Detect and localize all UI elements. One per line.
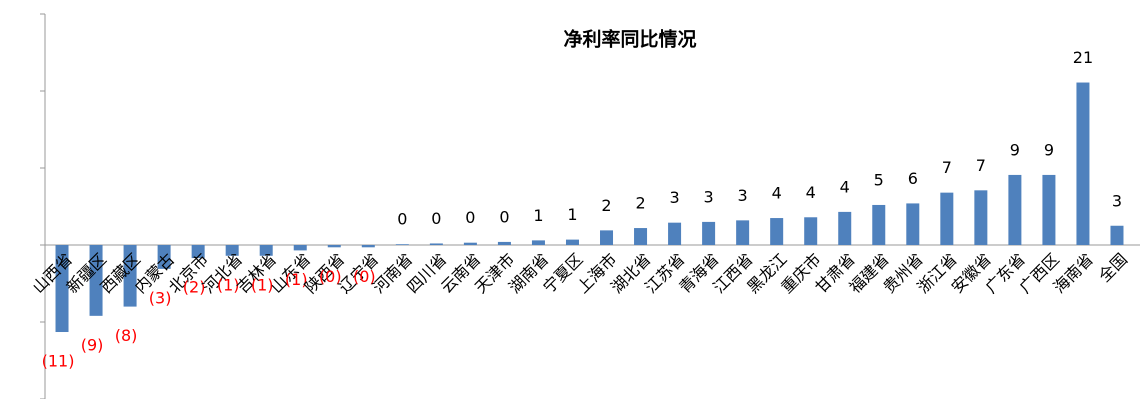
- bar: [600, 230, 614, 245]
- value-label: 4: [772, 184, 782, 203]
- value-label: (2): [183, 278, 206, 297]
- value-label: 0: [465, 208, 475, 227]
- bar: [327, 245, 341, 248]
- value-label: 21: [1073, 48, 1093, 67]
- value-label: 3: [738, 186, 748, 205]
- value-label: 2: [635, 194, 645, 213]
- bar: [1076, 82, 1090, 245]
- bar: [89, 245, 103, 316]
- value-label: 1: [533, 206, 543, 225]
- bar: [191, 245, 205, 259]
- value-label: (8): [115, 326, 138, 345]
- value-label: (0): [353, 267, 376, 286]
- value-label: (11): [42, 352, 75, 371]
- value-label: 1: [567, 205, 577, 224]
- value-label: (1): [251, 275, 274, 294]
- value-label: 5: [874, 170, 884, 189]
- bar: [634, 228, 648, 245]
- value-label: (9): [81, 335, 104, 354]
- bar: [702, 221, 716, 245]
- value-label: 4: [840, 177, 850, 196]
- value-label: 4: [806, 183, 816, 202]
- bar: [940, 192, 954, 245]
- value-label: 7: [942, 158, 952, 177]
- bar: [906, 203, 920, 245]
- bar: [565, 239, 579, 245]
- bar: [259, 245, 273, 256]
- bar: [531, 240, 545, 245]
- bar: [293, 245, 307, 251]
- value-label: 9: [1010, 140, 1020, 159]
- bar: [463, 242, 477, 245]
- bar: [1008, 174, 1022, 245]
- bar: [225, 245, 239, 256]
- value-label: (0): [319, 267, 342, 286]
- bar: [55, 245, 69, 333]
- bar: [157, 245, 171, 269]
- bar: [668, 222, 682, 245]
- value-label: 6: [908, 169, 918, 188]
- bar: [804, 217, 818, 245]
- value-label: 0: [431, 209, 441, 228]
- chart-title: 净利率同比情况: [563, 28, 696, 51]
- bar: [872, 204, 886, 245]
- x-tick-label: 全国: [1095, 250, 1131, 286]
- value-label: 0: [397, 210, 407, 229]
- bar: [1110, 225, 1124, 245]
- value-label: 0: [499, 207, 509, 226]
- value-label: 3: [669, 188, 679, 207]
- bar: [123, 245, 137, 307]
- value-label: 7: [976, 156, 986, 175]
- bar: [838, 211, 852, 245]
- bar: [497, 241, 511, 245]
- value-label: (3): [149, 288, 172, 307]
- bar: [736, 220, 750, 245]
- bar: [770, 218, 784, 245]
- bar: [361, 245, 375, 248]
- value-label: (1): [217, 275, 240, 294]
- bar: [1042, 174, 1056, 245]
- bar: [974, 190, 988, 245]
- value-label: 3: [1112, 191, 1122, 210]
- bar: [429, 243, 443, 245]
- value-label: 2: [601, 196, 611, 215]
- value-label: 9: [1044, 140, 1054, 159]
- value-label: 3: [704, 187, 714, 206]
- bar: [395, 244, 409, 245]
- x-tick-label: 海南省: [1050, 250, 1097, 297]
- value-label: (1): [285, 270, 308, 289]
